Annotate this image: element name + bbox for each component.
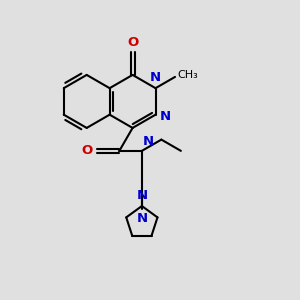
Text: O: O [82,144,93,158]
Text: N: N [149,71,161,84]
Text: N: N [136,190,147,202]
Text: N: N [159,110,170,123]
Text: N: N [143,135,154,148]
Text: O: O [128,36,139,49]
Text: CH₃: CH₃ [177,70,198,80]
Text: N: N [136,212,147,225]
